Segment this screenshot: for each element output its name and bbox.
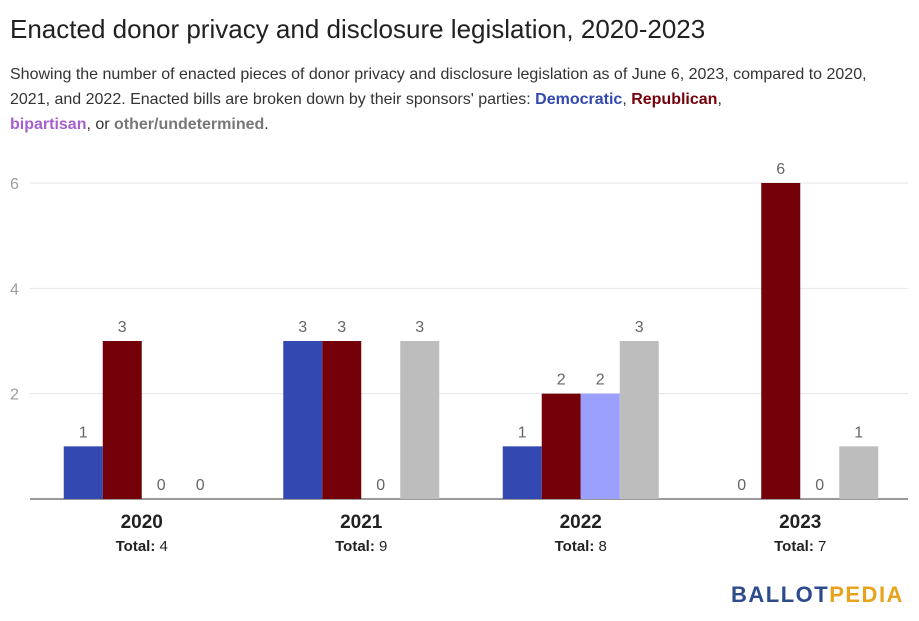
bar-other-undetermined-2022	[619, 341, 659, 499]
data-label: 0	[815, 477, 824, 494]
bar-republican-2022	[541, 393, 581, 499]
data-label: 3	[298, 319, 307, 336]
subtitle-period: .	[264, 116, 269, 133]
data-label: 0	[196, 477, 205, 494]
bar-republican-2021	[322, 341, 362, 499]
x-tick-label: 2022	[560, 512, 602, 533]
x-tick-label: 2021	[340, 512, 383, 533]
bar-bipartisan-2022	[580, 393, 620, 499]
subtitle-separator: ,	[717, 91, 722, 108]
y-tick-label: 2	[10, 387, 19, 404]
category-total: Total: 7	[774, 538, 826, 555]
y-tick-label: 6	[10, 176, 19, 193]
bar-democratic-2021	[283, 341, 323, 499]
data-label: 1	[79, 424, 88, 441]
bar-democratic-2020	[63, 446, 103, 499]
data-label: 1	[854, 424, 863, 441]
data-label: 3	[415, 319, 424, 336]
bar-other-undetermined-2023	[839, 446, 879, 499]
legend-republican: Republican	[631, 91, 718, 108]
category-total: Total: 8	[555, 538, 607, 555]
subtitle-text: Showing the number of enacted pieces of …	[10, 66, 867, 108]
subtitle-separator: ,	[622, 91, 632, 108]
data-label: 1	[518, 424, 527, 441]
legend-bipartisan: bipartisan	[10, 116, 87, 133]
y-tick-label: 4	[10, 281, 19, 298]
subtitle-separator: , or	[86, 116, 115, 133]
bar-democratic-2022	[502, 446, 542, 499]
data-label: 0	[157, 477, 166, 494]
logo-part-2: PEDIA	[829, 582, 904, 607]
x-tick-label: 2020	[121, 512, 163, 533]
data-label: 3	[635, 319, 644, 336]
legend-other: other/undetermined	[114, 116, 265, 133]
category-total: Total: 9	[335, 538, 387, 555]
x-tick-label: 2023	[779, 512, 821, 533]
data-label: 0	[376, 477, 385, 494]
bar-other-undetermined-2021	[400, 341, 440, 499]
data-label: 0	[737, 477, 746, 494]
data-label: 3	[337, 319, 346, 336]
data-label: 3	[118, 319, 127, 336]
data-label: 2	[596, 372, 605, 389]
data-label: 2	[557, 372, 566, 389]
chart-subtitle: Showing the number of enacted pieces of …	[10, 62, 910, 137]
chart-title: Enacted donor privacy and disclosure leg…	[10, 14, 706, 44]
ballotpedia-logo: BALLOTPEDIA	[731, 582, 904, 608]
legend-democratic: Democratic	[535, 91, 623, 108]
category-total: Total: 4	[116, 538, 168, 555]
bar-republican-2023	[761, 183, 801, 499]
bar-republican-2020	[102, 341, 142, 499]
logo-part-1: BALLOT	[731, 582, 830, 607]
data-label: 6	[776, 161, 785, 178]
